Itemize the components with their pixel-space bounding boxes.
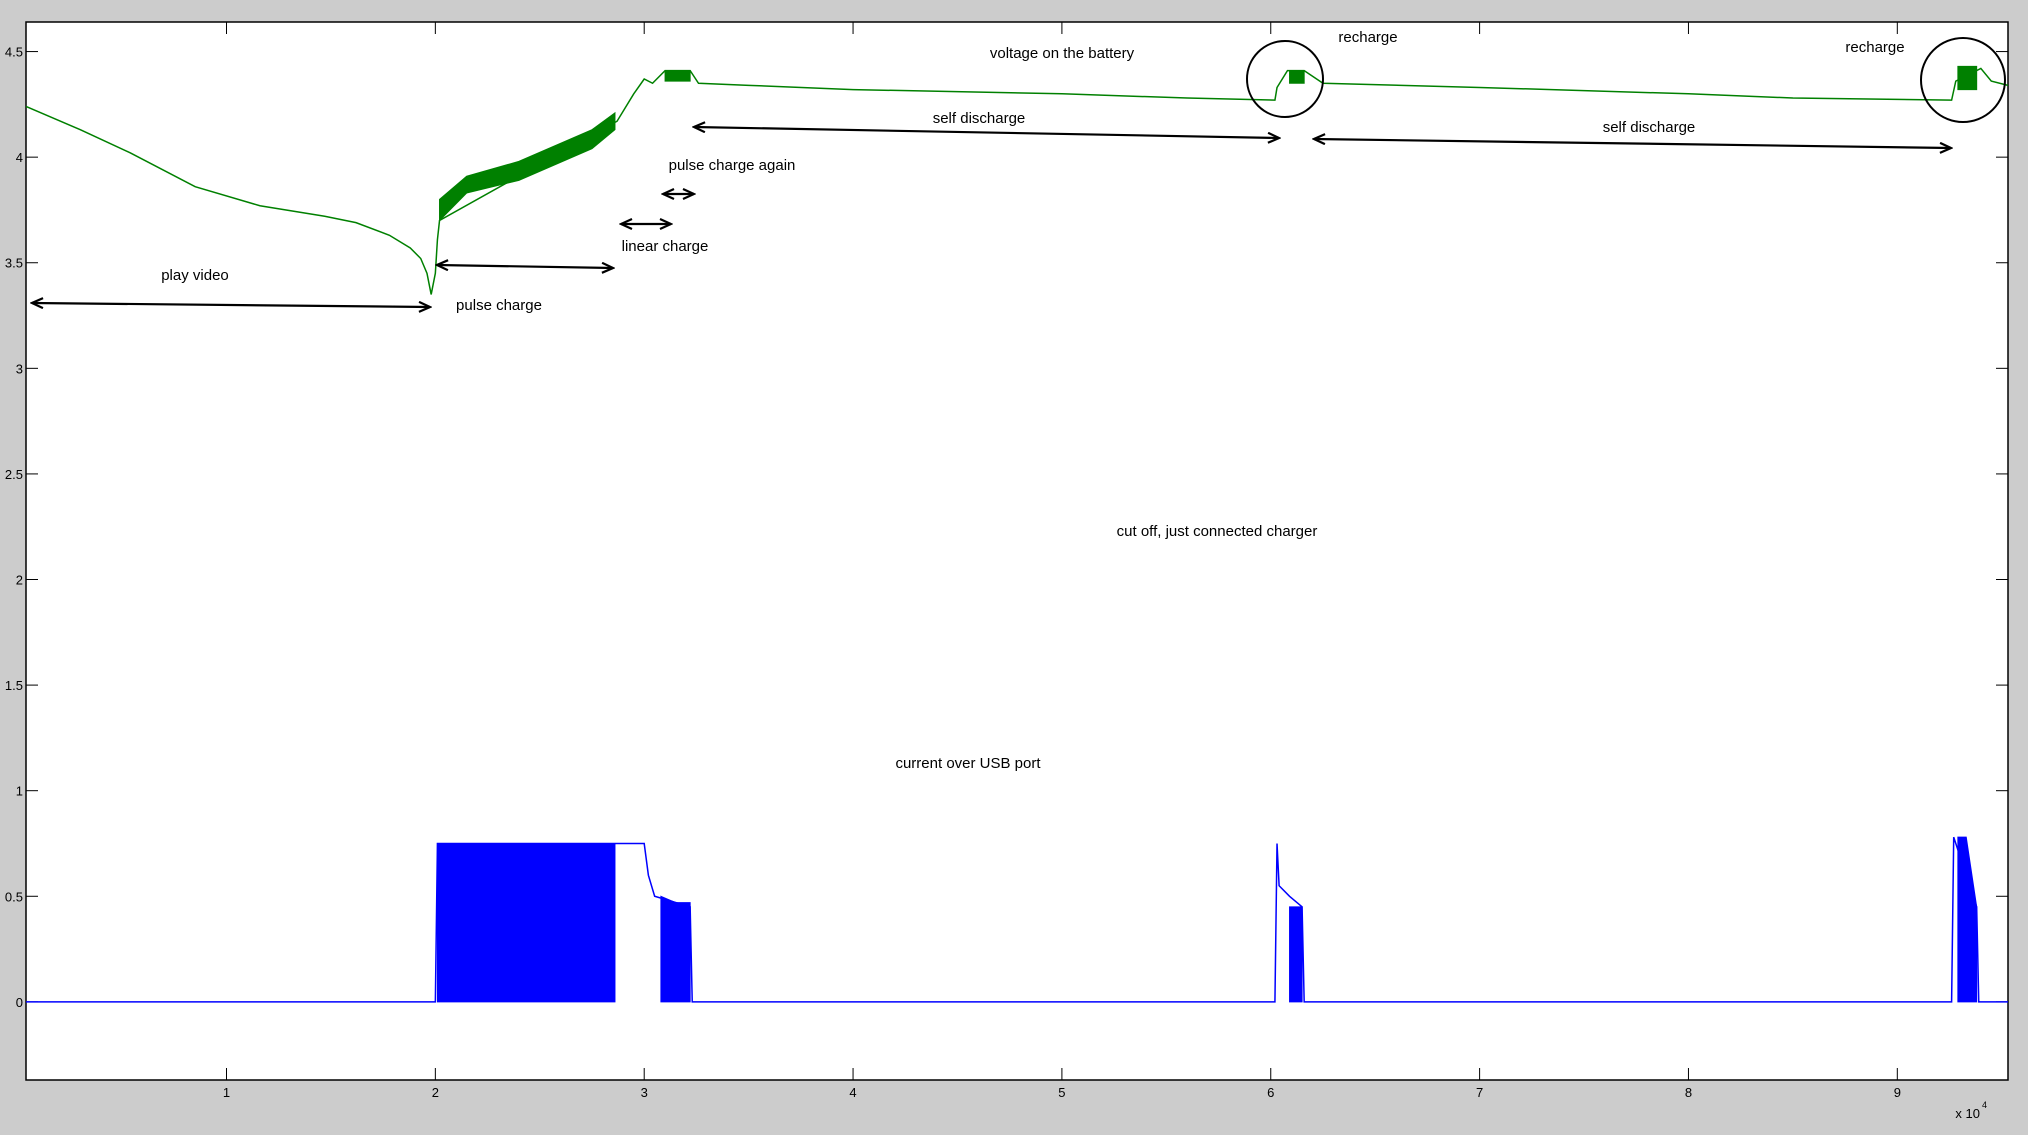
series-1-band — [436, 842, 616, 1003]
annotation-voltage-label: voltage on the battery — [990, 45, 1135, 62]
x-tick-label: 9 — [1894, 1085, 1901, 1100]
arrow-self-discharge-2 — [1314, 139, 1951, 148]
x-tick-label: 1 — [223, 1085, 230, 1100]
x-tick-label: 6 — [1267, 1085, 1274, 1100]
series-1-line — [26, 836, 2008, 1003]
annotation-cut-off: cut off, just connected charger — [1117, 523, 1318, 540]
y-tick-label: 4 — [16, 150, 23, 165]
x-tick-label: 5 — [1058, 1085, 1065, 1100]
annotation-pulse-charge: pulse charge — [456, 297, 542, 314]
annotation-self-discharge-1: self discharge — [933, 110, 1026, 127]
annotation-play-video: play video — [161, 267, 229, 284]
series-1-band — [660, 895, 691, 1003]
series-0-band — [1289, 70, 1305, 84]
annotation-recharge-1: recharge — [1338, 29, 1397, 46]
y-tick-label: 3.5 — [5, 256, 23, 271]
annotation-recharge-2: recharge — [1845, 39, 1904, 56]
y-tick-label: 2 — [16, 573, 23, 588]
series-1-band — [1957, 836, 1978, 1003]
x-tick-label: 2 — [432, 1085, 439, 1100]
y-tick-label: 4.5 — [5, 45, 23, 60]
arrow-play-video — [32, 303, 430, 307]
x-tick-label: 4 — [849, 1085, 856, 1100]
series-0-band — [664, 70, 691, 82]
annotation-current-label: current over USB port — [895, 755, 1041, 772]
annotation-self-discharge-2: self discharge — [1603, 119, 1696, 136]
series-0-line — [25, 67, 2009, 295]
x-tick-label: 8 — [1685, 1085, 1692, 1100]
y-tick-label: 1.5 — [5, 678, 23, 693]
annotation-linear-charge: linear charge — [622, 238, 709, 255]
recharge-circle-1 — [1246, 40, 1324, 118]
x-multiplier-exponent: 4 — [1982, 1100, 1987, 1110]
x-tick-label: 3 — [641, 1085, 648, 1100]
series-marks — [25, 65, 2009, 1003]
recharge-circle-2 — [1920, 37, 2006, 123]
series-1-band — [1289, 906, 1303, 1003]
y-tick-label: 3 — [16, 361, 23, 376]
series-0-band — [439, 111, 616, 222]
x-multiplier-label: x 10 — [1955, 1106, 1980, 1121]
y-tick-label: 1 — [16, 784, 23, 799]
y-tick-label: 2.5 — [5, 467, 23, 482]
plot-area — [25, 21, 2009, 1081]
y-tick-label: 0 — [16, 995, 23, 1010]
arrow-pulse-charge — [437, 265, 613, 268]
annotation-pulse-charge-again: pulse charge again — [669, 157, 796, 174]
x-tick-label: 7 — [1476, 1085, 1483, 1100]
arrow-self-discharge-1 — [694, 127, 1279, 138]
y-tick-label: 0.5 — [5, 889, 23, 904]
